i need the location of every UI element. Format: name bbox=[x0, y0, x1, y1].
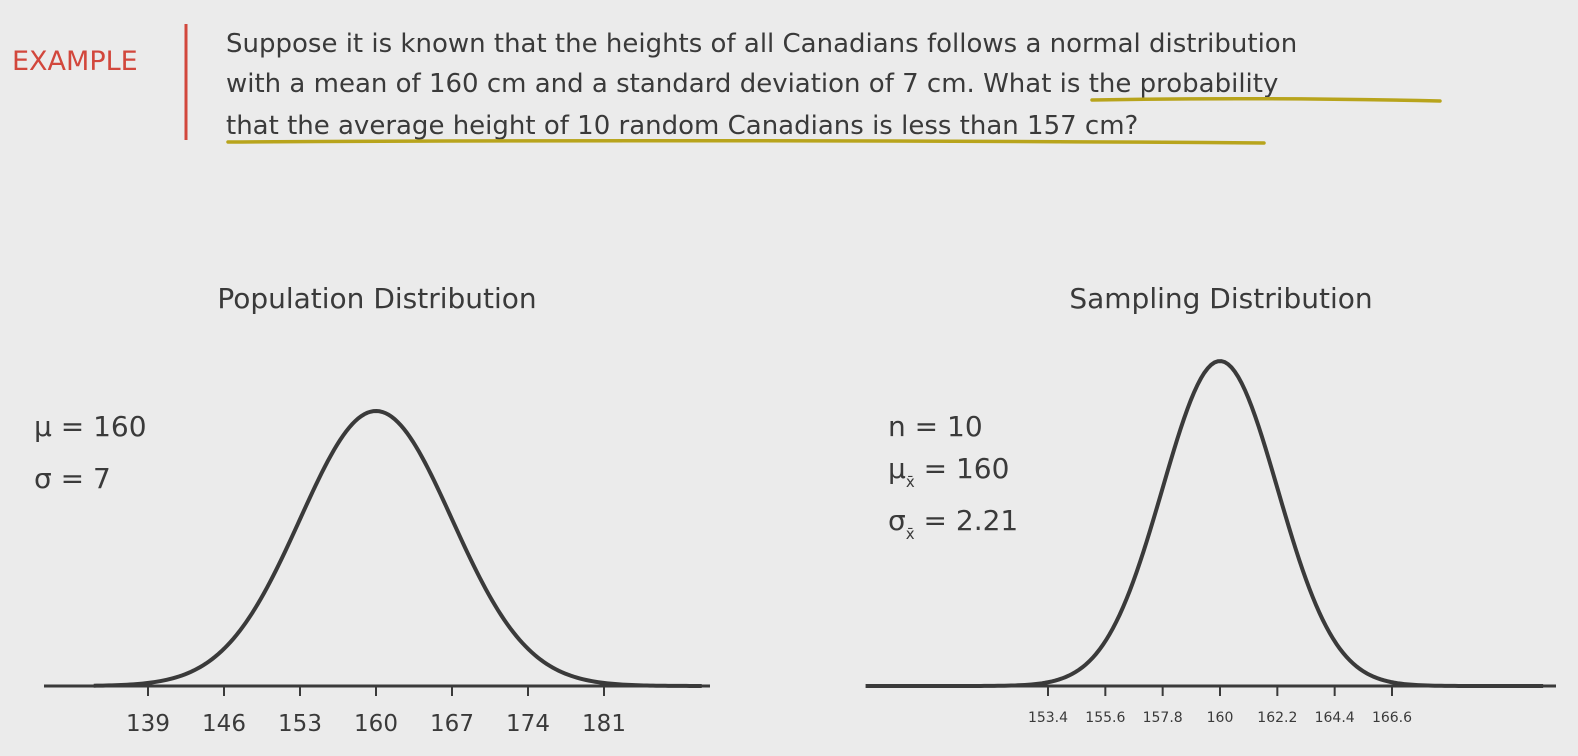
sampling-x-tick-label: 166.6 bbox=[1372, 710, 1412, 726]
population-param-mu: μ = 160 bbox=[34, 410, 147, 443]
param-symbol: σ bbox=[888, 504, 906, 537]
sampling-x-tick-label: 155.6 bbox=[1085, 710, 1125, 726]
sampling-x-tick-label: 160 bbox=[1207, 710, 1234, 726]
problem-line-1: Suppose it is known that the heights of … bbox=[226, 29, 1297, 59]
sampling-param-sigma-xbar: σx̄ = 2.21 bbox=[888, 504, 1018, 543]
param-subscript: x̄ bbox=[906, 473, 915, 491]
param-value: 160 bbox=[956, 452, 1009, 485]
population-x-ticks: 139 146 153 160 167 174 181 bbox=[126, 686, 626, 737]
param-value: 10 bbox=[947, 410, 983, 443]
sampling-x-ticks: 153.4 155.6 157.8 160 162.2 164.4 166.6 bbox=[1028, 686, 1412, 726]
population-x-tick-label: 139 bbox=[126, 711, 170, 737]
example-label: EXAMPLE bbox=[12, 46, 138, 77]
population-distribution-chart: Population Distribution μ = 160 σ = 7 13… bbox=[34, 282, 710, 737]
sampling-x-tick-label: 153.4 bbox=[1028, 710, 1068, 726]
sampling-x-tick-label: 157.8 bbox=[1143, 710, 1183, 726]
population-x-tick-label: 146 bbox=[202, 711, 246, 737]
question-underline-1 bbox=[1090, 96, 1442, 103]
sampling-x-tick-label: 162.2 bbox=[1257, 710, 1297, 726]
population-x-tick-label: 181 bbox=[582, 711, 626, 737]
question-underline-2 bbox=[226, 138, 1266, 145]
example-header: EXAMPLE Suppose it is known that the hei… bbox=[12, 24, 1442, 145]
sampling-chart-title: Sampling Distribution bbox=[1069, 282, 1372, 315]
param-value: 7 bbox=[93, 462, 111, 495]
sampling-param-mu-xbar: μx̄ = 160 bbox=[888, 452, 1009, 491]
population-x-tick-label: 153 bbox=[278, 711, 322, 737]
param-subscript: x̄ bbox=[906, 525, 915, 543]
problem-line-3: that the average height of 10 random Can… bbox=[226, 111, 1138, 141]
population-x-tick-label: 160 bbox=[354, 711, 398, 737]
param-symbol: n bbox=[888, 410, 906, 443]
sampling-normal-curve bbox=[865, 359, 1544, 688]
param-value: 2.21 bbox=[956, 504, 1018, 537]
population-x-tick-label: 174 bbox=[506, 711, 550, 737]
sampling-x-tick-label: 164.4 bbox=[1315, 710, 1355, 726]
param-symbol: μ bbox=[888, 452, 906, 485]
sampling-distribution-chart: Sampling Distribution n = 10 μx̄ = 160 σ… bbox=[865, 282, 1556, 726]
problem-line-2: with a mean of 160 cm and a standard dev… bbox=[226, 69, 1278, 99]
population-x-tick-label: 167 bbox=[430, 711, 474, 737]
param-symbol: μ bbox=[34, 410, 52, 443]
population-chart-title: Population Distribution bbox=[217, 282, 536, 315]
param-symbol: σ bbox=[34, 462, 52, 495]
param-value: 160 bbox=[93, 410, 146, 443]
population-param-sigma: σ = 7 bbox=[34, 462, 111, 495]
population-normal-curve bbox=[93, 408, 702, 688]
sampling-param-n: n = 10 bbox=[888, 410, 983, 443]
